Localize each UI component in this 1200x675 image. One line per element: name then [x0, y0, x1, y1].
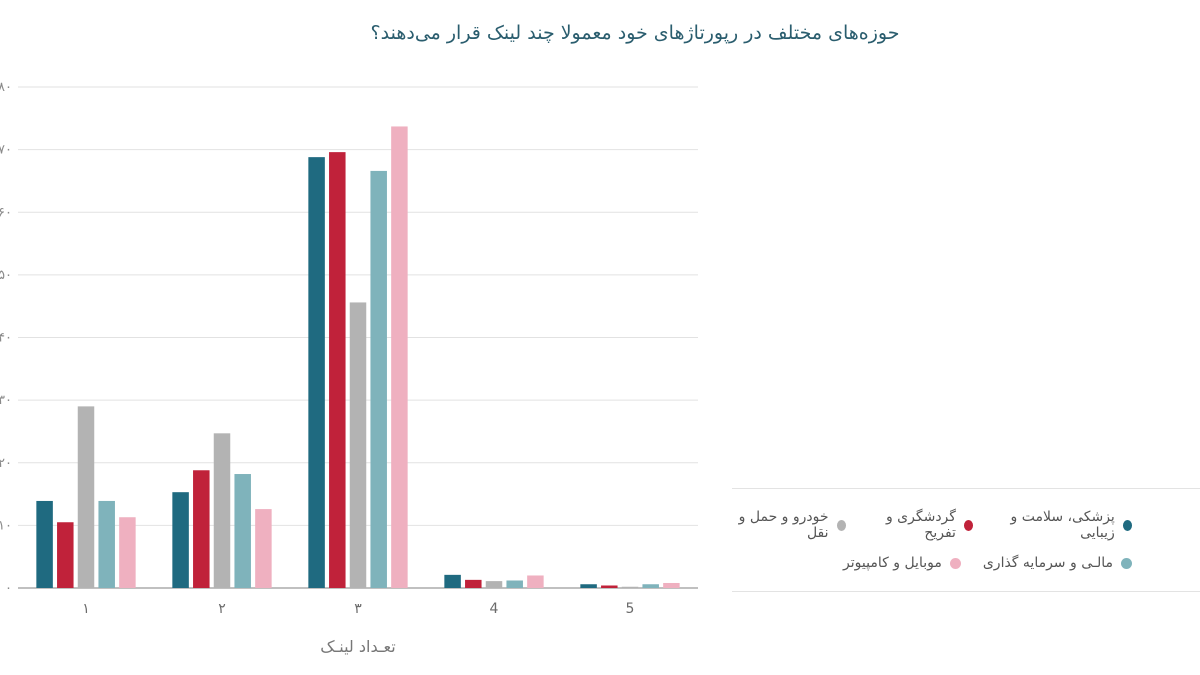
- bar: [77, 406, 95, 588]
- x-axis-label: تعـداد لینـک: [320, 637, 395, 656]
- legend-item: گردشگری و تفریح: [868, 509, 974, 541]
- x-tick-label: ۳: [354, 601, 362, 617]
- y-tick-label: ۵۰: [0, 268, 12, 283]
- bar: [370, 170, 387, 589]
- bar: [601, 585, 618, 588]
- bar: [193, 470, 210, 588]
- x-axis-ticks: ۱ ۲ ۳ 4 5: [82, 601, 634, 617]
- legend-swatch: [1121, 557, 1132, 569]
- bar: [98, 500, 115, 588]
- legend-label: پزشکی، سلامت و زیبایی: [1010, 509, 1115, 541]
- x-tick-label: ۱: [82, 601, 90, 617]
- y-tick-label: ۶۰: [0, 205, 12, 220]
- legend: پزشکی، سلامت و زیبایی گردشگری و تفریح خودر…: [732, 488, 1200, 592]
- y-tick-label: ۱۰: [0, 518, 12, 533]
- legend-label: مالـی و سرمایه گذاری: [982, 555, 1113, 571]
- bar: [642, 584, 659, 588]
- legend-row: پزشکی، سلامت و زیبایی گردشگری و تفریح خودر…: [732, 509, 1132, 541]
- legend-item: موبایل و کامپیوتر: [843, 555, 961, 571]
- legend-item: پزشکی، سلامت و زیبایی: [995, 509, 1132, 541]
- y-tick-label: ۴۰: [0, 331, 12, 346]
- bar: [234, 474, 251, 588]
- bar: [57, 522, 74, 588]
- y-tick-label: ۸۰: [0, 80, 12, 95]
- bar-chart: ۰ ۱۰ ۲۰ ۳۰ ۴۰ ۵۰ ۶۰ ۷۰ ۸۰ ۱ ۲ ۳ 4 5 تعـداد لینـک: [0, 80, 698, 656]
- y-tick-label: ۷۰: [0, 143, 12, 158]
- bar: [580, 584, 597, 588]
- bar: [621, 586, 639, 588]
- bar: [36, 500, 53, 588]
- x-tick-label: ۲: [218, 601, 226, 617]
- bar: [213, 433, 231, 588]
- y-axis-ticks: ۰ ۱۰ ۲۰ ۳۰ ۴۰ ۵۰ ۶۰ ۷۰ ۸۰: [0, 80, 12, 596]
- legend-item: خودرو و حمل و نقل: [732, 509, 846, 541]
- legend-row: مالـی و سرمایه گذاری موبایل و کامپیوتر: [843, 555, 1132, 571]
- bar: [663, 582, 680, 588]
- bar: [119, 517, 136, 588]
- bar: [485, 581, 503, 588]
- chart-title: حوزه‌های مختلف در رپورتاژهای خود معمولا …: [370, 22, 900, 44]
- bar: [465, 579, 482, 588]
- bar: [172, 492, 189, 588]
- x-tick-label: 4: [490, 601, 499, 617]
- bar: [255, 509, 272, 588]
- legend-swatch: [836, 519, 846, 531]
- bar: [349, 302, 367, 588]
- x-tick-label: 5: [626, 601, 635, 617]
- bar: [506, 580, 523, 588]
- bar: [444, 574, 461, 588]
- bar: [329, 152, 346, 588]
- y-tick-label: ۰: [5, 581, 12, 596]
- bar: [527, 575, 544, 588]
- legend-swatch: [949, 557, 961, 569]
- legend-swatch: [963, 519, 974, 531]
- legend-item: مالـی و سرمایه گذاری: [983, 555, 1132, 571]
- bars: [36, 126, 680, 589]
- y-tick-label: ۲۰: [0, 456, 12, 471]
- y-tick-label: ۳۰: [0, 393, 12, 408]
- legend-swatch: [1122, 519, 1132, 531]
- legend-label: خودرو و حمل و نقل: [738, 509, 829, 541]
- bar: [308, 157, 325, 588]
- bar: [391, 126, 408, 589]
- legend-label: گردشگری و تفریح: [885, 509, 956, 541]
- legend-label: موبایل و کامپیوتر: [843, 555, 942, 571]
